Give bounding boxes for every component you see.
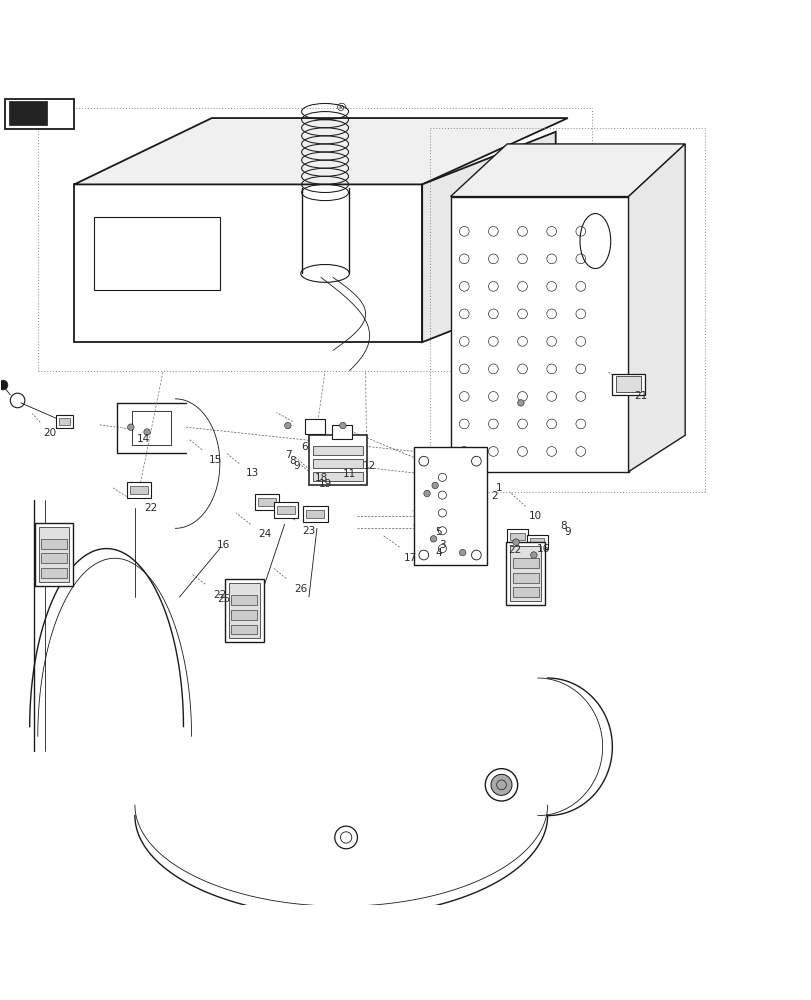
Text: 8: 8 — [560, 521, 566, 531]
Bar — [507, 529, 527, 544]
Circle shape — [0, 380, 8, 390]
Text: 20: 20 — [43, 428, 57, 438]
Text: 23: 23 — [302, 526, 315, 536]
Text: 15: 15 — [209, 455, 222, 465]
Circle shape — [517, 400, 524, 406]
Text: 5: 5 — [435, 527, 441, 537]
Bar — [225, 579, 264, 642]
Bar — [231, 595, 257, 605]
Bar — [231, 610, 257, 620]
Text: 4: 4 — [435, 548, 441, 558]
Polygon shape — [450, 144, 684, 197]
Polygon shape — [628, 144, 684, 472]
Bar — [41, 539, 67, 549]
Text: 11: 11 — [342, 469, 355, 479]
Bar — [35, 523, 73, 586]
Bar — [306, 510, 324, 518]
Text: 21: 21 — [633, 391, 646, 401]
Text: 2: 2 — [491, 491, 498, 501]
Text: 13: 13 — [245, 468, 259, 478]
Bar — [130, 486, 148, 494]
Circle shape — [431, 482, 438, 489]
Text: 22: 22 — [508, 545, 521, 555]
Circle shape — [144, 429, 150, 435]
Bar — [308, 435, 367, 485]
Text: 16: 16 — [536, 544, 550, 554]
Text: 12: 12 — [363, 461, 375, 471]
Bar — [6, 99, 74, 129]
Circle shape — [491, 774, 512, 795]
Bar — [39, 527, 69, 582]
Bar — [9, 101, 46, 125]
Bar — [303, 506, 327, 522]
Bar — [506, 542, 544, 605]
Bar — [510, 533, 524, 540]
Text: 19: 19 — [318, 479, 332, 489]
Text: 9: 9 — [293, 461, 300, 471]
Bar — [258, 498, 276, 506]
Text: 3: 3 — [439, 540, 445, 550]
Bar — [255, 494, 279, 510]
Bar — [229, 583, 260, 638]
Bar — [41, 553, 67, 563]
Text: 7: 7 — [285, 450, 292, 460]
Text: 9: 9 — [564, 527, 570, 537]
Text: 8: 8 — [289, 456, 296, 466]
Bar — [274, 502, 298, 518]
Bar — [41, 568, 67, 578]
Text: 10: 10 — [528, 511, 542, 521]
Circle shape — [530, 552, 536, 558]
Circle shape — [339, 422, 345, 429]
Bar — [312, 459, 363, 468]
Circle shape — [459, 549, 466, 556]
Polygon shape — [422, 132, 555, 342]
Bar — [312, 446, 363, 455]
Polygon shape — [74, 118, 567, 184]
Bar — [55, 415, 73, 428]
Bar — [513, 558, 538, 568]
Bar — [513, 573, 538, 583]
Text: 17: 17 — [403, 553, 416, 563]
Bar — [513, 587, 538, 597]
Circle shape — [423, 490, 430, 497]
Bar — [611, 374, 644, 395]
Text: 6: 6 — [301, 442, 308, 452]
Circle shape — [285, 422, 290, 429]
Text: 1: 1 — [496, 483, 502, 493]
Bar — [616, 376, 640, 392]
Bar — [58, 418, 70, 425]
Text: 14: 14 — [136, 434, 149, 444]
Polygon shape — [450, 197, 628, 472]
Text: 24: 24 — [257, 529, 271, 539]
Bar — [277, 506, 294, 514]
Circle shape — [127, 424, 134, 430]
Text: 18: 18 — [314, 473, 328, 483]
Bar — [414, 447, 487, 565]
Bar — [526, 535, 547, 549]
Bar — [510, 546, 540, 601]
Circle shape — [430, 536, 436, 542]
Bar — [231, 625, 257, 634]
Text: 22: 22 — [213, 590, 226, 600]
Bar — [94, 217, 220, 290]
Polygon shape — [74, 184, 422, 342]
Text: 16: 16 — [217, 540, 230, 550]
Text: 25: 25 — [217, 594, 230, 604]
Bar — [312, 472, 363, 481]
Text: 26: 26 — [294, 584, 307, 594]
Circle shape — [513, 539, 519, 545]
Bar — [304, 419, 324, 434]
Bar — [331, 425, 351, 439]
Bar — [529, 538, 543, 546]
Bar — [127, 482, 151, 498]
Text: 22: 22 — [144, 503, 157, 513]
